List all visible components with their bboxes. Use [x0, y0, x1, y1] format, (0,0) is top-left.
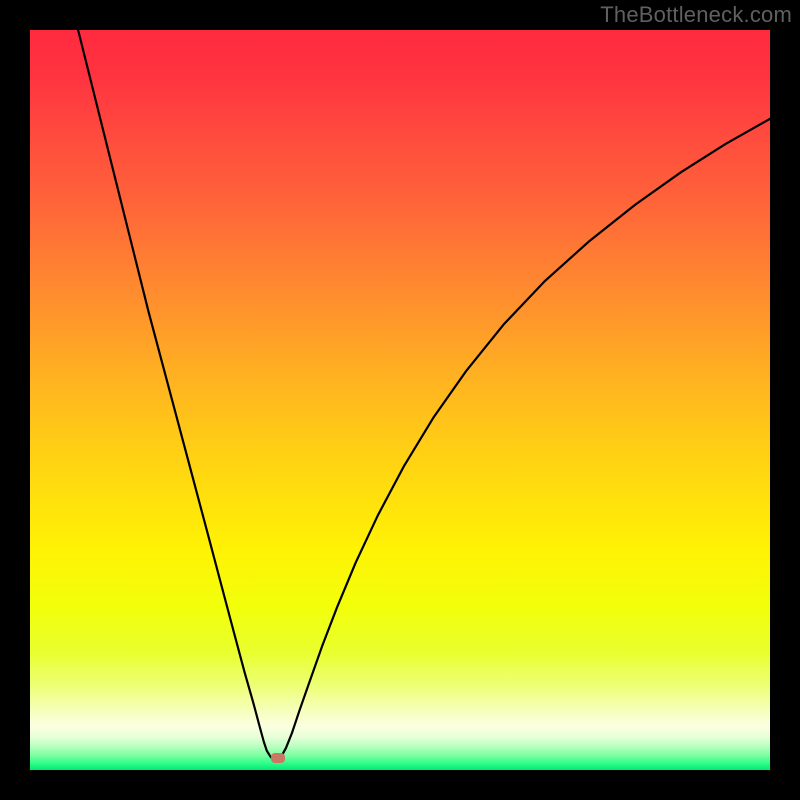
chart-container: { "watermark": { "text": "TheBottleneck.…	[0, 0, 800, 800]
watermark-text: TheBottleneck.com	[600, 2, 792, 28]
plot-area	[30, 30, 770, 770]
trough-marker	[271, 753, 285, 763]
gradient-background	[30, 30, 770, 770]
